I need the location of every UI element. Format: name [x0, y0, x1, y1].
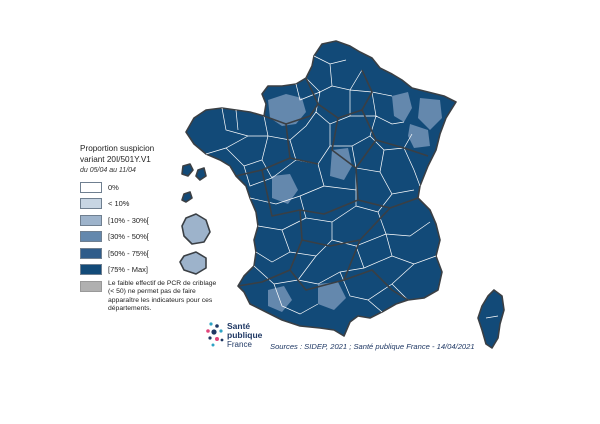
legend-title-line2: variant 20I/501Y.V1 — [80, 154, 151, 164]
legend-note-text: Le faible effectif de PCR de criblage (<… — [108, 280, 217, 313]
source-credit: Sources : SIDEP, 2021 ; Santé publique F… — [270, 342, 475, 351]
dept-light-sud-2 — [318, 282, 346, 310]
logo-line2: publique — [227, 330, 263, 340]
legend-item-3: [30% - 50%[ — [80, 229, 220, 246]
legend-title-line1: Proportion suspicion — [80, 144, 155, 153]
legend-label-1: < 10% — [108, 199, 130, 209]
legend-item-1: < 10% — [80, 196, 220, 213]
logo-line1: Santé — [227, 321, 251, 331]
legend-swatch-0 — [80, 181, 102, 193]
legend-note: Le faible effectif de PCR de criblage (<… — [80, 280, 220, 314]
guyane — [181, 213, 211, 245]
logo-line3: France — [227, 340, 252, 349]
legend-period: du 05/04 au 11/04 — [80, 167, 136, 174]
legend-swatch-1 — [80, 198, 102, 210]
dept-light-ouest — [272, 174, 298, 204]
legend-label-5: [75% - Max] — [108, 265, 149, 275]
sante-publique-logo: Santé publique France — [205, 320, 275, 352]
guadeloupe — [181, 163, 194, 177]
legend-item-0: 0% — [80, 179, 220, 196]
legend-label-3: [30% - 50%[ — [108, 232, 149, 242]
logo-dots-icon — [206, 322, 224, 347]
legend-swatch-4 — [80, 247, 102, 259]
corsica — [477, 289, 505, 349]
legend-label-0: 0% — [108, 182, 119, 192]
dept-light-normandie — [268, 94, 306, 126]
legend-item-2: [10% - 30%[ — [80, 212, 220, 229]
legend-item-5: [75% - Max] — [80, 262, 220, 279]
legend-swatch-5 — [80, 264, 102, 276]
legend-item-4: [50% - 75%[ — [80, 245, 220, 262]
martinique — [195, 167, 207, 181]
legend-swatch-3 — [80, 231, 102, 243]
legend-swatch-nodata — [80, 281, 102, 292]
dept-light-grand-est-3 — [408, 124, 430, 148]
region-boundaries — [235, 69, 429, 301]
legend-label-4: [50% - 75%[ — [108, 248, 149, 258]
logo-text: Santé publique — [227, 322, 262, 340]
dept-light-grand-est-1 — [392, 92, 412, 122]
map-legend: Proportion suspicion variant 20I/501Y.V1… — [80, 144, 220, 314]
legend-label-2: [10% - 30%[ — [108, 215, 149, 225]
dept-light-centre — [330, 148, 352, 180]
dept-light-sud-1 — [268, 286, 292, 312]
reunion — [179, 251, 207, 275]
legend-swatch-2 — [80, 214, 102, 226]
dept-light-grand-est-2 — [418, 98, 442, 130]
mayotte — [181, 191, 193, 203]
mainland-france — [185, 40, 457, 337]
